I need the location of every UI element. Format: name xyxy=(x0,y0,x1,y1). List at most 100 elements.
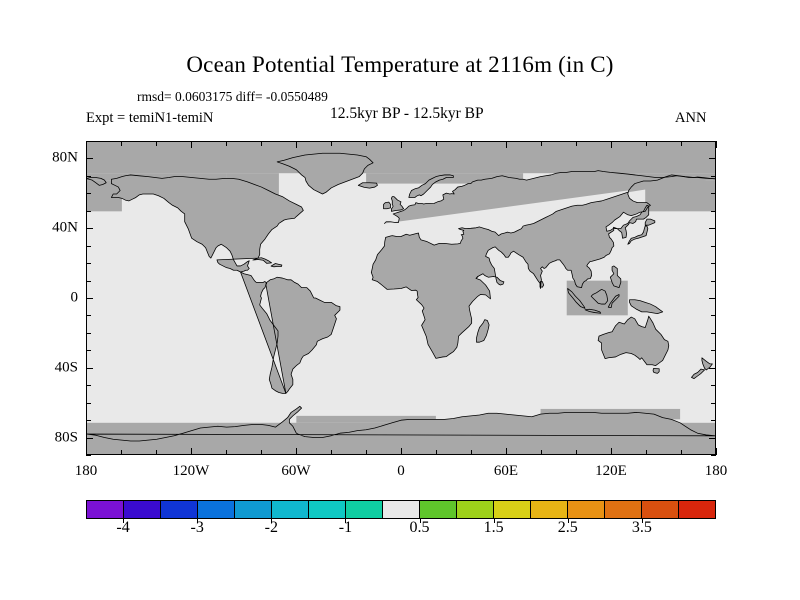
x-tick xyxy=(226,141,227,146)
colorbar-cell xyxy=(420,501,457,518)
y-tick xyxy=(86,315,91,317)
x-tick xyxy=(541,450,542,455)
world-map xyxy=(87,142,715,454)
y-tick xyxy=(86,158,93,160)
colorbar-tick-label: 2.5 xyxy=(557,519,578,536)
colorbar-tick-label: -2 xyxy=(264,519,278,536)
colorbar-cell xyxy=(457,501,494,518)
x-tick xyxy=(156,141,157,146)
y-tick xyxy=(711,245,716,247)
x-tick xyxy=(506,141,507,148)
colorbar-tick-label: 3.5 xyxy=(631,519,652,536)
colorbar-tick xyxy=(419,519,421,523)
x-tick-label: 60W xyxy=(281,463,311,479)
x-tick xyxy=(611,448,612,455)
x-tick xyxy=(506,448,507,455)
colorbar-tick xyxy=(123,519,125,523)
y-tick xyxy=(86,385,91,387)
y-tick xyxy=(711,402,716,404)
x-tick xyxy=(646,450,647,455)
y-tick xyxy=(86,367,93,369)
colorbar-tick-label: -1 xyxy=(338,519,353,536)
x-tick xyxy=(191,448,192,455)
y-tick xyxy=(709,158,716,160)
y-tick xyxy=(711,141,716,142)
x-tick xyxy=(611,141,612,148)
y-tick xyxy=(709,298,716,299)
x-tick xyxy=(681,450,682,455)
y-tick xyxy=(86,420,91,422)
colorbar-cell xyxy=(642,501,679,518)
x-tick xyxy=(191,141,192,148)
y-tick xyxy=(709,437,716,439)
y-tick xyxy=(711,280,716,282)
x-tick xyxy=(261,450,262,455)
y-tick xyxy=(86,193,91,195)
statistics-label: rmsd= 0.0603175 diff= -0.0550489 xyxy=(137,89,328,104)
x-tick xyxy=(471,141,472,146)
colorbar-cell xyxy=(383,501,420,518)
y-tick-label: 40N xyxy=(52,219,78,236)
x-tick xyxy=(436,450,437,455)
x-tick xyxy=(331,141,332,146)
colorbar-tick xyxy=(345,519,347,523)
x-tick xyxy=(471,450,472,455)
colorbar-cell xyxy=(531,501,568,518)
colorbar-cell xyxy=(309,501,346,518)
x-tick-label: 120E xyxy=(595,463,627,479)
colorbar-cell xyxy=(161,501,198,518)
x-tick xyxy=(331,450,332,455)
colorbar-tick xyxy=(567,519,569,523)
y-tick xyxy=(711,175,716,177)
y-tick xyxy=(86,437,93,439)
x-tick xyxy=(261,141,262,146)
x-tick xyxy=(296,141,297,148)
y-tick xyxy=(86,402,91,404)
x-tick-label: 120W xyxy=(172,463,210,479)
y-tick xyxy=(711,350,716,352)
x-tick-label: 180 xyxy=(704,463,728,479)
colorbar-cell xyxy=(679,501,715,518)
y-tick xyxy=(711,385,716,387)
x-tick xyxy=(121,450,122,455)
colorbar-tick-label: -4 xyxy=(116,519,130,536)
x-tick-label: 180 xyxy=(74,463,98,479)
y-tick-label: 80S xyxy=(54,429,78,446)
y-tick xyxy=(711,193,716,195)
y-tick xyxy=(711,210,716,212)
y-tick xyxy=(86,455,91,456)
colorbar-cell xyxy=(87,501,124,518)
x-tick xyxy=(156,450,157,455)
colorbar-cell xyxy=(494,501,531,518)
y-tick xyxy=(86,263,91,265)
page-title: Ocean Potential Temperature at 2116m (in… xyxy=(186,52,614,77)
y-tick xyxy=(86,280,91,282)
y-tick-label: 80N xyxy=(52,149,78,166)
x-tick xyxy=(121,141,122,146)
colorbar-tick xyxy=(271,519,273,523)
y-tick xyxy=(86,210,91,212)
period-label: 12.5kyr BP - 12.5kyr BP xyxy=(330,105,484,122)
x-tick xyxy=(401,448,402,455)
y-tick xyxy=(711,332,716,334)
colorbar-tick-label: 1.5 xyxy=(483,519,504,536)
y-tick-label: 40S xyxy=(54,359,78,376)
colorbar-cell xyxy=(124,501,161,518)
experiment-label: Expt = temiN1-temiN xyxy=(86,110,214,126)
colorbar-tick-label: -3 xyxy=(190,519,204,536)
x-tick xyxy=(436,141,437,146)
coastline-layer xyxy=(87,152,715,442)
y-tick-label: 0 xyxy=(70,289,79,306)
colorbar-cell xyxy=(605,501,642,518)
x-tick xyxy=(86,448,87,455)
x-tick xyxy=(401,141,402,148)
x-tick xyxy=(646,141,647,146)
y-tick xyxy=(709,228,716,230)
season-label: ANN xyxy=(675,110,707,126)
y-tick xyxy=(86,332,91,334)
x-tick xyxy=(366,141,367,146)
colorbar-cell xyxy=(198,501,235,518)
x-tick xyxy=(86,141,87,148)
y-tick xyxy=(86,141,91,142)
y-tick xyxy=(711,420,716,422)
